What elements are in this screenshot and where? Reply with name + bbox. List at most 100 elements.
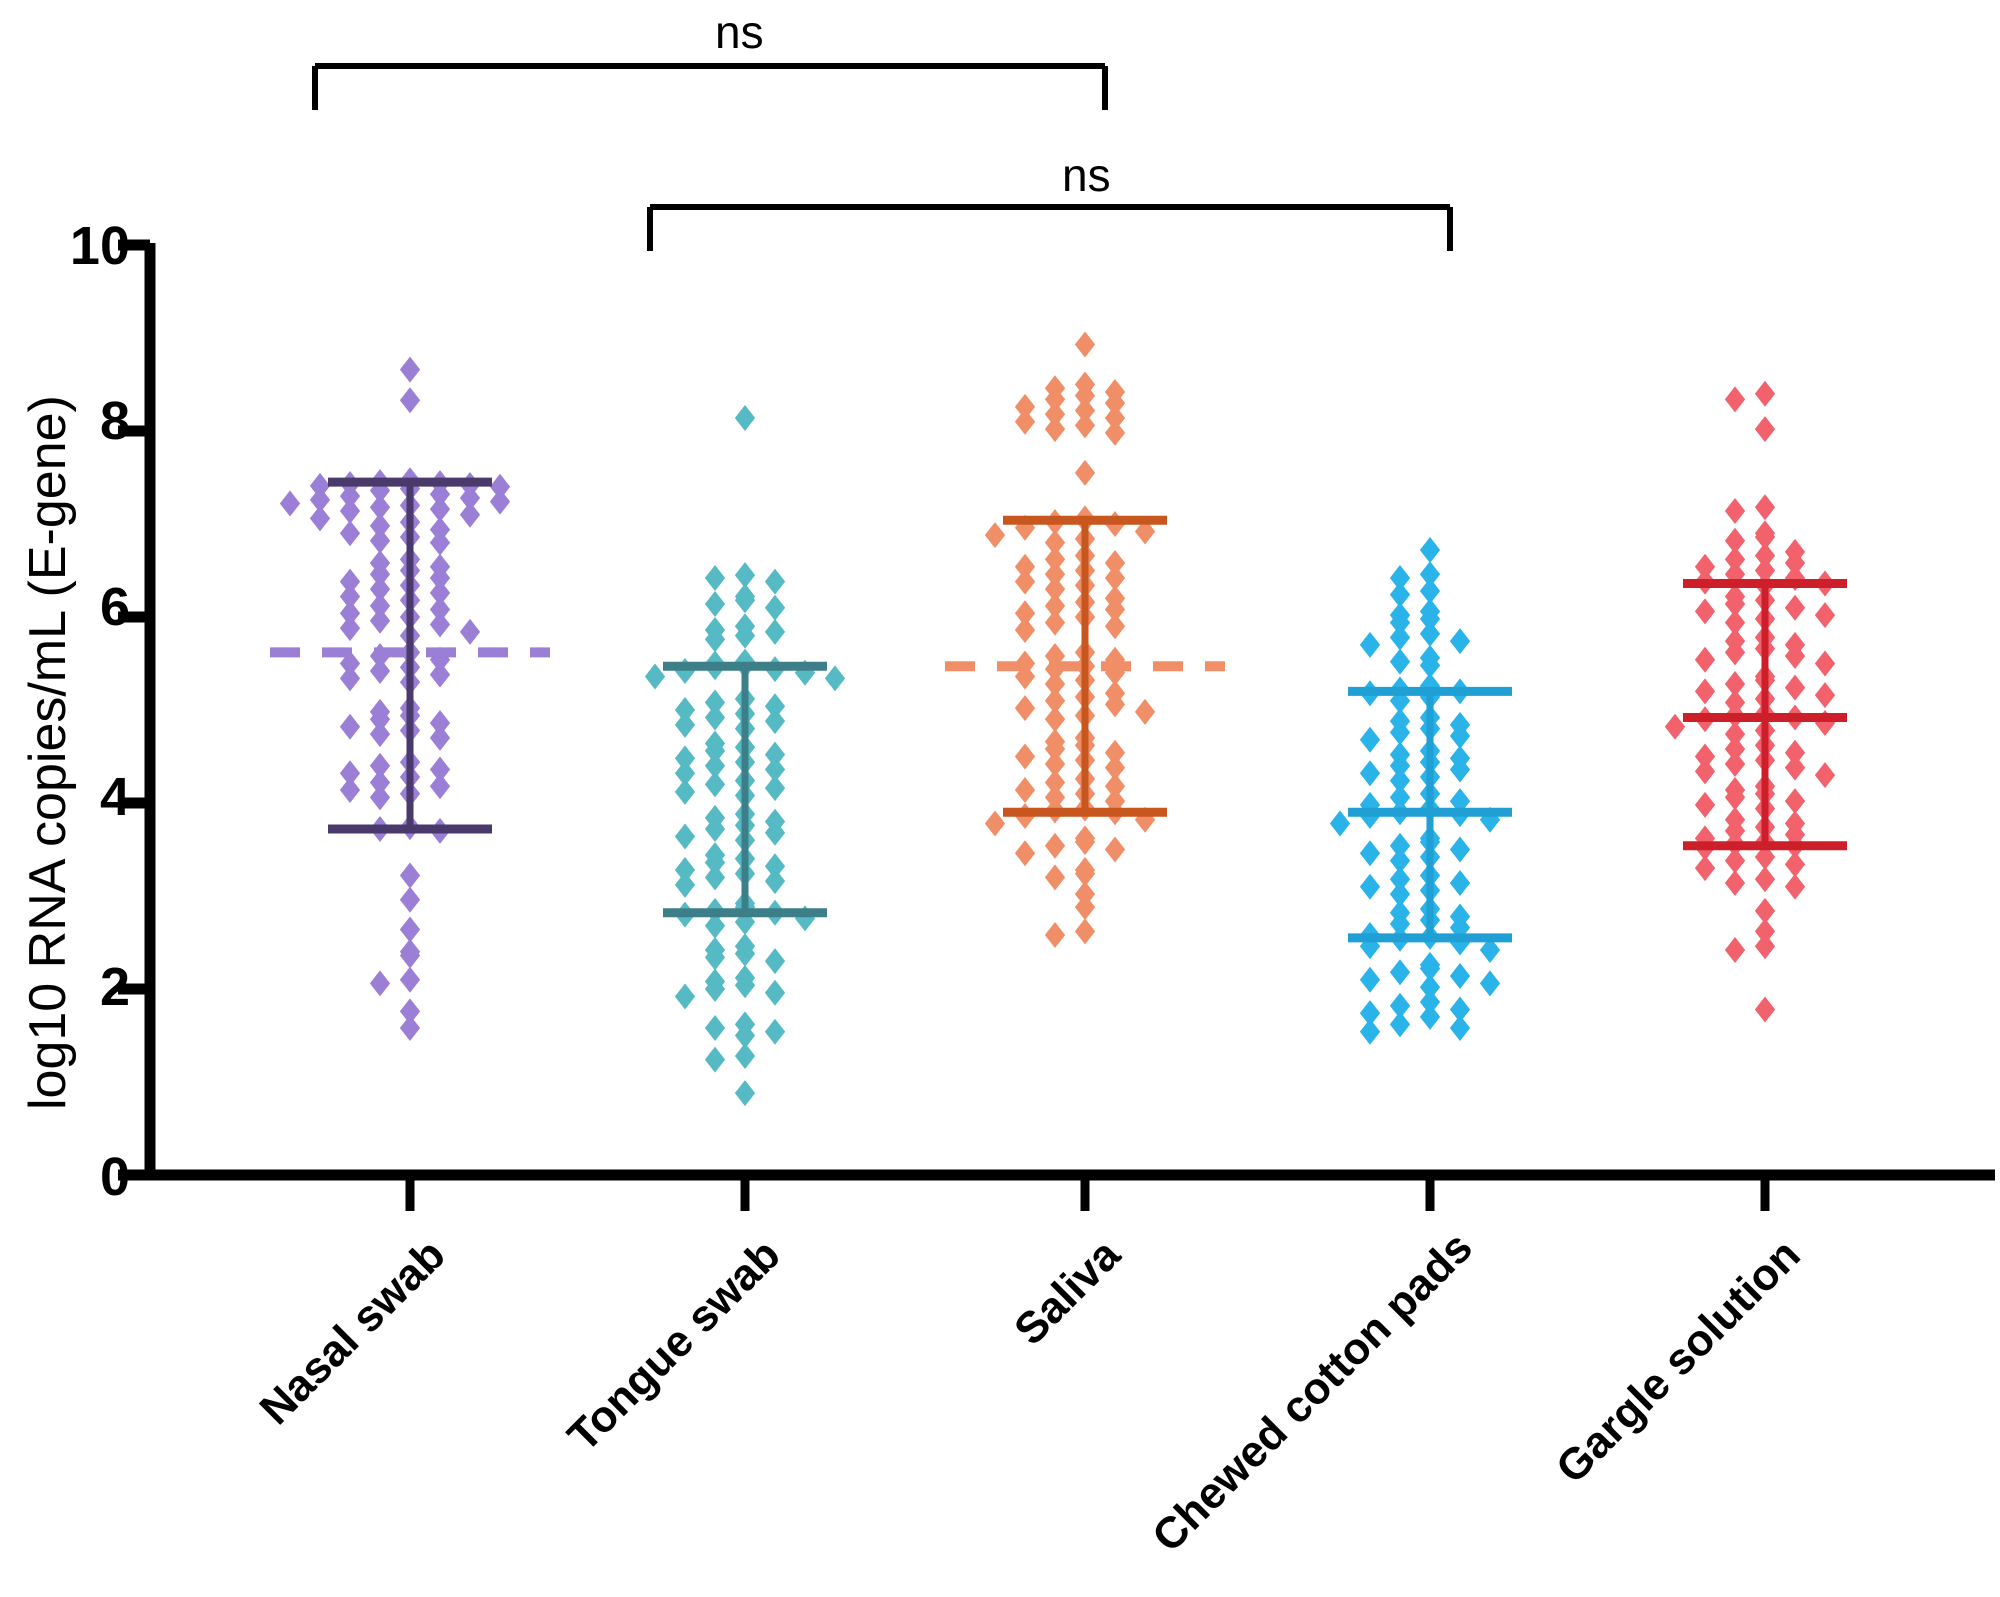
data-point (339, 520, 361, 547)
data-point (1419, 974, 1441, 1001)
data-point (674, 778, 696, 805)
data-point (1014, 743, 1036, 770)
data-point (764, 618, 786, 645)
data-point (1784, 643, 1806, 670)
data-point (674, 711, 696, 738)
data-point (399, 356, 421, 383)
data-point (674, 823, 696, 850)
data-point (1784, 564, 1806, 591)
data-point (369, 706, 391, 733)
series-points-2 (984, 331, 1156, 949)
data-point (1329, 810, 1351, 837)
data-point (1694, 646, 1716, 673)
data-point (1389, 959, 1411, 986)
data-point (1104, 390, 1126, 417)
data-point (734, 940, 756, 967)
data-point (1419, 561, 1441, 588)
data-point (1014, 840, 1036, 867)
data-point (1074, 412, 1096, 439)
data-point (429, 611, 451, 638)
data-point (734, 1042, 756, 1069)
data-point (1724, 497, 1746, 524)
data-point (674, 983, 696, 1010)
data-point (1014, 617, 1036, 644)
data-point (1754, 416, 1776, 443)
data-point (1449, 788, 1471, 815)
data-point (1754, 996, 1776, 1023)
data-point (1724, 546, 1746, 573)
data-point (1814, 602, 1836, 629)
data-point (674, 856, 696, 883)
data-point (399, 1015, 421, 1042)
data-point (1074, 829, 1096, 856)
summary-0 (328, 477, 492, 834)
data-point (1389, 866, 1411, 893)
data-point (1754, 524, 1776, 551)
data-point (704, 849, 726, 876)
data-point (1724, 869, 1746, 896)
data-point (764, 775, 786, 802)
data-point (429, 661, 451, 688)
data-point (1389, 719, 1411, 746)
data-point (704, 976, 726, 1002)
data-point (1724, 736, 1746, 763)
data-point (1044, 592, 1066, 619)
data-point (1044, 736, 1066, 763)
significance-bracket-1 (647, 204, 1453, 251)
data-point (764, 594, 786, 621)
data-point (1694, 743, 1716, 770)
data-point (1419, 577, 1441, 604)
data-point (734, 1080, 756, 1107)
data-point (674, 697, 696, 723)
data-point (1044, 706, 1066, 733)
data-point (1044, 546, 1066, 573)
data-points-layer (279, 331, 1836, 1107)
data-point (369, 607, 391, 634)
data-point (1784, 550, 1806, 577)
data-point (1419, 605, 1441, 632)
data-point (1044, 769, 1066, 796)
data-point (764, 756, 786, 783)
data-point (734, 587, 756, 614)
data-point (1104, 419, 1126, 446)
data-point (369, 527, 391, 554)
data-point (1724, 817, 1746, 844)
data-point (1389, 648, 1411, 675)
data-point (734, 622, 756, 649)
data-point (429, 481, 451, 508)
data-point (1784, 739, 1806, 766)
data-point (1784, 851, 1806, 878)
data-point (1419, 989, 1441, 1016)
data-point (309, 472, 331, 499)
data-point (309, 486, 331, 513)
data-point (1724, 590, 1746, 617)
summary-3 (1348, 686, 1512, 943)
data-point (764, 979, 786, 1006)
data-point (1044, 561, 1066, 588)
data-point (1419, 652, 1441, 679)
data-point (339, 665, 361, 692)
data-point (369, 561, 391, 588)
data-point (1389, 1011, 1411, 1038)
data-point (674, 871, 696, 898)
data-point (764, 948, 786, 975)
data-point (1044, 576, 1066, 603)
significance-bracket-0 (312, 63, 1108, 110)
data-point (704, 771, 726, 798)
significance-brackets-layer (312, 63, 1453, 251)
data-point (339, 600, 361, 627)
data-point (824, 665, 846, 692)
data-point (339, 776, 361, 803)
data-point (1104, 739, 1126, 766)
data-point (704, 944, 726, 971)
data-point (1724, 721, 1746, 748)
data-point (429, 724, 451, 751)
data-point (1449, 962, 1471, 989)
data-point (1784, 674, 1806, 701)
data-point (339, 483, 361, 510)
data-point (704, 816, 726, 843)
data-point (399, 916, 421, 943)
data-point (489, 488, 511, 515)
data-point (459, 501, 481, 528)
data-point (764, 693, 786, 720)
